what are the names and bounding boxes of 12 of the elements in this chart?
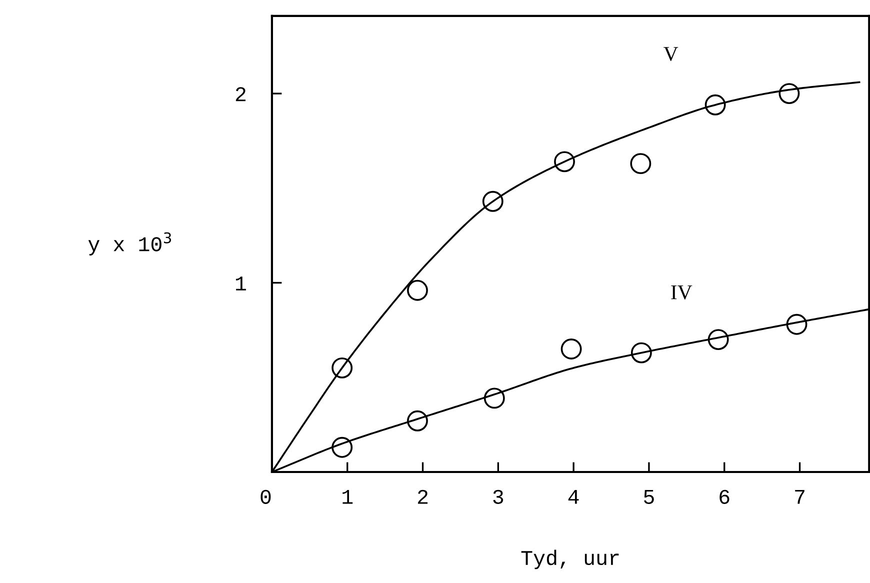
y-axis-title: y x 10$^{3}$ bbox=[88, 232, 172, 256]
x-tick-label: 4 bbox=[568, 490, 579, 504]
text: V bbox=[664, 47, 678, 62]
x-tick-label: 6 bbox=[720, 490, 730, 504]
x-tick-label: 3 bbox=[493, 490, 504, 504]
x-tick-label: 0 bbox=[260, 490, 271, 504]
x-tick-label: 5 bbox=[644, 490, 654, 504]
x-tick-label: 7 bbox=[795, 490, 804, 504]
x-tick-label: 2 bbox=[418, 490, 428, 504]
text: IV bbox=[671, 285, 692, 300]
x-tick-label: 1 bbox=[342, 490, 353, 504]
x-axis-title: Tyd, uur bbox=[521, 550, 619, 570]
